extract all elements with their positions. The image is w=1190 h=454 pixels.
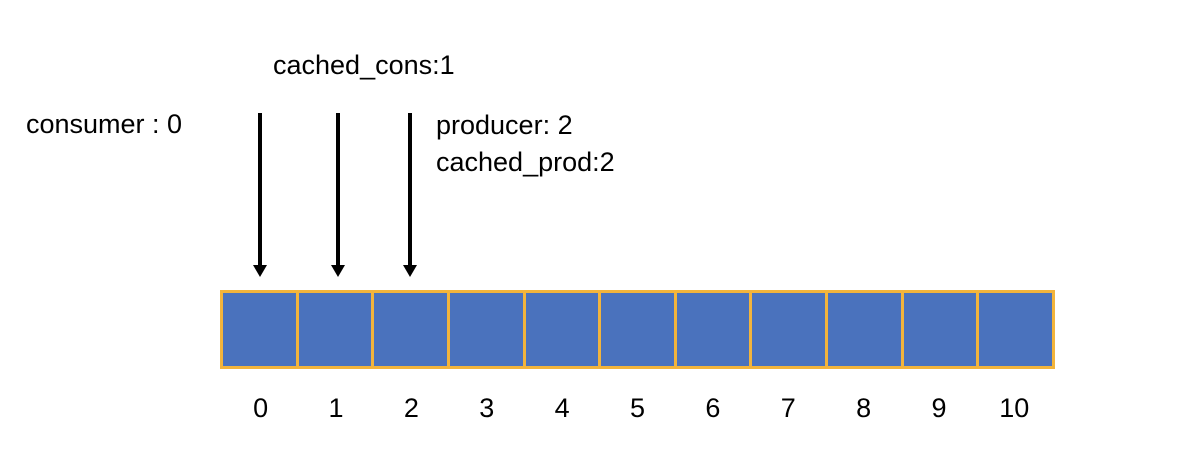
buffer-cell <box>828 293 904 366</box>
buffer-cell <box>374 293 450 366</box>
cached-cons-pointer-arrow <box>331 113 345 277</box>
buffer-index-label: 10 <box>999 393 1030 423</box>
arrowhead <box>403 265 417 277</box>
buffer-cell <box>525 293 602 366</box>
buffer-cell <box>903 293 980 366</box>
producer-label: producer: 2 <box>436 110 573 140</box>
buffer-cell <box>752 293 829 366</box>
buffer-index-label: 5 <box>629 393 646 423</box>
producer-pointer-arrow <box>403 113 417 277</box>
buffer-index-label: 4 <box>554 393 570 423</box>
buffer-cell <box>601 293 677 366</box>
buffer-cell <box>223 293 299 366</box>
buffer-index-label: 6 <box>705 393 721 423</box>
arrowhead <box>331 265 345 277</box>
buffer-index-label: 8 <box>856 393 872 423</box>
buffer-index-label: 7 <box>780 393 796 423</box>
cached-prod-label: cached_prod:2 <box>436 147 615 177</box>
buffer-index-label: 2 <box>403 393 419 423</box>
buffer-index-label: 1 <box>328 393 344 423</box>
buffer-cell <box>979 293 1053 366</box>
buffer-index-label: 0 <box>253 393 269 423</box>
consumer-label: consumer : 0 <box>26 109 183 139</box>
ring-buffer <box>220 290 1055 369</box>
buffer-cell <box>449 293 526 366</box>
buffer-cell <box>298 293 375 366</box>
buffer-index-label: 9 <box>931 393 947 423</box>
cached-cons-label: cached_cons:1 <box>273 50 455 80</box>
buffer-index-label: 3 <box>479 393 495 423</box>
arrowhead <box>253 265 267 277</box>
consumer-pointer-arrow <box>253 113 267 277</box>
buffer-cell <box>676 293 753 366</box>
